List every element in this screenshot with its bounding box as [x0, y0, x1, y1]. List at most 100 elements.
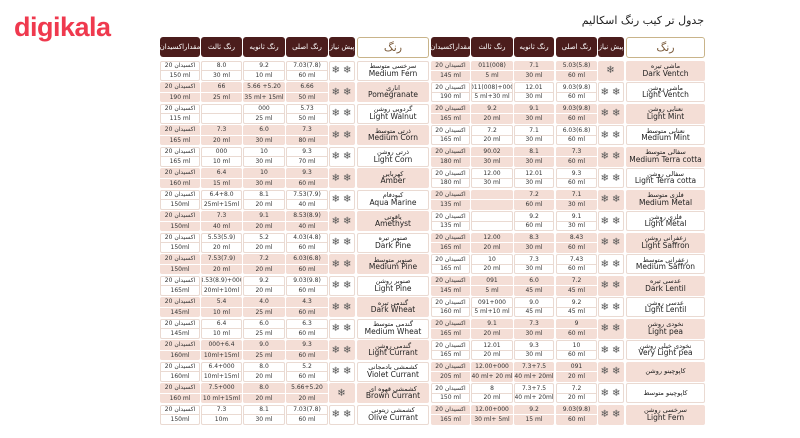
snowflake-icon: ❄	[612, 194, 622, 205]
secondary-code: 6.0	[244, 320, 284, 329]
oxidant-amount: 145ml	[170, 329, 190, 337]
snowflake-icon: ❄	[331, 323, 341, 334]
tertiary-code: 7.3	[202, 406, 241, 415]
oxidant-code: اکسیدان 20	[161, 191, 199, 200]
secondary-amount: 30 ml	[525, 93, 543, 101]
oxidant-code: اکسیدان 20	[432, 83, 469, 93]
tertiary-cell	[471, 189, 513, 210]
snowflake-icon: ❄	[600, 258, 610, 270]
tertiary-cell: 011(008) 5 ml	[471, 60, 513, 81]
primary-amount: 60 ml	[298, 286, 316, 294]
oxidant-amount: 180 ml	[440, 179, 461, 187]
tertiary-cell: 7.3 10m	[201, 404, 242, 425]
secondary-code: 000	[244, 105, 284, 114]
primary-code: 9.2	[557, 298, 596, 308]
snowflake-icon: ❄	[343, 194, 353, 205]
primary-code: 4.3	[286, 297, 328, 308]
secondary-amount: 40 ml+ 20ml	[514, 394, 554, 402]
primary-code: 5.66+5.20	[286, 383, 328, 394]
snowflake-icon: ❄	[612, 409, 622, 420]
tertiary-amount: 5 ml	[485, 72, 499, 80]
oxidant-cell: اکسیدان 20 160 ml	[160, 383, 200, 403]
prerequisite-cell: ❄ ❄	[598, 383, 624, 403]
secondary-amount: 30 ml	[255, 179, 273, 187]
snowflake-icon: ❄	[343, 280, 353, 291]
primary-amount: 20 ml	[567, 394, 586, 402]
primary-amount: 40 ml	[298, 222, 316, 230]
snowflake-icon: ❄	[343, 172, 353, 184]
secondary-cell: 9.2 15 ml	[514, 404, 554, 425]
primary-code: 9	[556, 319, 597, 329]
tertiary-cell	[471, 211, 513, 231]
secondary-code: 7.3+7.5	[515, 384, 553, 394]
oxidant-cell: اکسیدان 20 145 ml	[431, 275, 470, 296]
secondary-cell: 8.1 30 ml	[243, 404, 285, 425]
color-name-cell: گندمی روشن Light Currant	[357, 340, 429, 360]
oxidant-amount: 190 ml	[169, 93, 191, 101]
oxidant-code: اکسیدان 20	[431, 147, 470, 157]
primary-code: 10	[557, 341, 596, 351]
oxidant-code: اکسیدان 20	[431, 405, 470, 415]
tertiary-amount	[472, 222, 512, 231]
color-name-cell: نعنایی روشن Light Mint	[626, 103, 705, 124]
color-name-fa: زعفرانی متوسط	[642, 255, 689, 264]
header-tertiary: رنگ ثالث	[201, 37, 242, 57]
oxidant-code: اکسیدان 20	[161, 148, 199, 157]
color-name-en: Dark Pine	[375, 240, 411, 250]
oxidant-code: اکسیدان 20	[431, 233, 470, 243]
tertiary-code: 091	[471, 276, 513, 286]
tertiary-amount: 5 ml	[485, 287, 499, 295]
primary-code: 9.3	[557, 169, 596, 179]
primary-amount: 45 ml	[567, 308, 586, 316]
snowflake-icon: ❄	[612, 108, 622, 119]
color-name-en: Olive Currant	[368, 412, 418, 422]
tertiary-cell: 091 5 ml	[471, 275, 513, 296]
secondary-cell: 000 25 ml	[243, 103, 285, 124]
oxidant-code: اکسیدان 20	[432, 384, 469, 394]
tertiary-cell: 000 10 ml	[201, 146, 242, 167]
color-name-fa: ماشی روشن	[647, 83, 684, 92]
tertiary-amount: 20ml+10ml	[203, 286, 240, 294]
primary-code: 7.43	[557, 255, 596, 265]
tertiary-cell: 6.4+000 10ml+15ml	[201, 361, 242, 382]
oxidant-code: اکسیدان 20	[160, 383, 200, 394]
color-name-fa: سرخسی روشن	[643, 406, 687, 415]
primary-code: 7.1	[556, 190, 597, 200]
secondary-code: 4.0	[243, 297, 285, 308]
tertiary-cell: 7.53(7.9) 20 ml	[201, 254, 242, 274]
oxidant-amount: 180 ml	[440, 158, 461, 166]
tertiary-cell: 12.00+000 40 ml+ 20 ml	[471, 361, 513, 382]
secondary-code: 10	[244, 148, 284, 157]
primary-amount: 60 ml	[567, 179, 586, 187]
tertiary-code: 011(008)+000	[471, 83, 513, 93]
tertiary-cell: 12.00 30 ml	[471, 168, 513, 188]
color-name-cell: اناری Pomegranate	[357, 82, 429, 102]
tertiary-cell: 8.0 30 ml	[201, 60, 242, 81]
primary-cell: 4.3 60 ml	[286, 297, 328, 317]
color-name-cell: فلزی روشن Light Metal	[626, 211, 705, 231]
primary-amount: 60 ml	[567, 158, 586, 166]
header-primary: رنگ اصلی	[556, 37, 597, 57]
tertiary-code: 6.4+000	[202, 363, 241, 372]
tertiary-amount: 10ml+15ml	[203, 351, 240, 359]
tertiary-amount	[471, 200, 513, 210]
primary-amount: 60 ml	[298, 179, 316, 187]
oxidant-cell: اکسیدان 20 165 ml	[431, 318, 470, 339]
prerequisite-cell: ❄ ❄	[598, 103, 624, 124]
secondary-cell: 6.0 30 ml	[243, 125, 285, 145]
secondary-code: 5.2	[244, 234, 284, 243]
color-name-cell: سفالی متوسط Medium Terra cotta	[626, 146, 705, 167]
color-name-en: Light Corn	[373, 154, 413, 164]
prerequisite-cell: ❄ ❄	[598, 82, 624, 102]
oxidant-cell: اکسیدان 20 165ml	[160, 275, 200, 296]
tertiary-amount: 20 ml	[483, 244, 501, 252]
primary-cell: 6.03(6.8) 60 ml	[556, 125, 597, 145]
color-name-cell: صنوبر روشن Light Pine	[357, 275, 429, 296]
secondary-amount: 30 ml	[525, 244, 543, 252]
snowflake-icon: ❄	[343, 65, 353, 76]
tertiary-amount: 10 ml	[212, 308, 231, 316]
secondary-code: 7.3+7.5	[514, 362, 554, 372]
oxidant-cell: اکسیدان 20 165 ml	[160, 146, 200, 167]
primary-code: 7.2	[557, 384, 596, 394]
color-name-cell: ماشی تیره Dark Ventch	[626, 60, 705, 81]
